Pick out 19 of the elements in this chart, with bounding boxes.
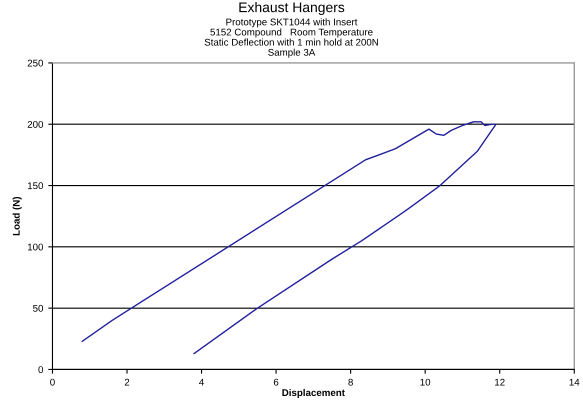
- y-tick-label: 100: [28, 244, 44, 250]
- y-tick-label: 150: [28, 182, 44, 190]
- x-tick-label: 2: [124, 378, 130, 386]
- chart-title: Exhaust Hangers: [239, 2, 344, 15]
- x-tick-label: 0: [50, 378, 55, 386]
- y-tick-label: 0: [38, 366, 44, 374]
- x-tick-label: 14: [570, 378, 580, 386]
- x-tick-label: 6: [274, 378, 278, 386]
- y-axis-title: Load (N): [12, 196, 22, 236]
- x-tick-label: 4: [199, 378, 204, 386]
- line-series: [82, 121, 497, 354]
- y-tick-label: 50: [33, 304, 44, 312]
- x-tick-label: 12: [495, 378, 505, 386]
- x-tick-label: 10: [420, 378, 430, 386]
- chart-subtitle: Prototype SKT1044 with Insert 5152 Compound Room Temperature Static Deflection with 1 min hold at 200N Sample 3A: [204, 18, 378, 58]
- x-tick-label: 8: [348, 378, 353, 386]
- y-tick-label: 250: [28, 60, 44, 67]
- y-tick-label: 200: [28, 120, 44, 128]
- x-axis-title: Displacement: [282, 388, 345, 398]
